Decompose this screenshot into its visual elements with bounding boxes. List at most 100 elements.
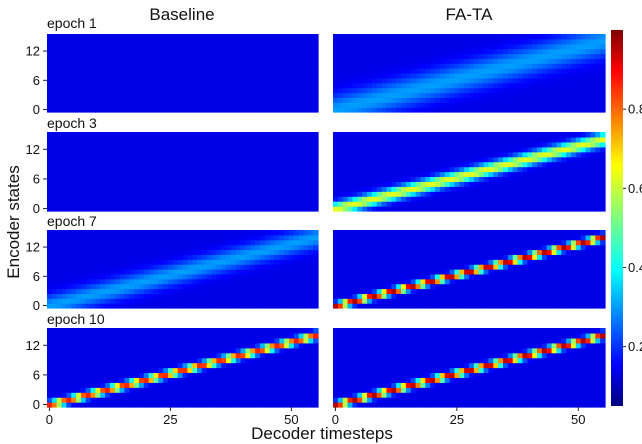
heatmap-cell — [313, 166, 319, 173]
heatmap-cell — [264, 92, 271, 98]
heatmap-cell — [269, 171, 276, 178]
heatmap-cell — [269, 239, 276, 246]
heatmap-cell — [371, 186, 378, 192]
heatmap-cell — [158, 201, 164, 207]
heatmap-cell — [469, 171, 475, 178]
heatmap-cell — [177, 82, 184, 89]
heatmap-cell — [230, 156, 237, 163]
heatmap-cell — [342, 68, 349, 74]
heatmap-cell — [182, 239, 188, 246]
heatmap-cell — [303, 196, 309, 202]
heatmap-cell — [71, 196, 77, 202]
heatmap-cell — [420, 176, 426, 182]
heatmap-cell — [488, 288, 494, 294]
heatmap-cell — [298, 77, 305, 84]
heatmap-cell — [551, 264, 558, 270]
heatmap-cell — [362, 166, 368, 173]
heatmap-cell — [420, 298, 426, 304]
heatmap-cell — [172, 269, 179, 275]
heatmap-cell — [235, 288, 242, 294]
heatmap-cell — [469, 156, 475, 163]
heatmap-cell — [255, 102, 261, 108]
heatmap-cell — [240, 234, 247, 241]
heatmap-cell — [561, 102, 567, 108]
heatmap-cell — [211, 102, 217, 108]
heatmap-cell — [342, 107, 349, 113]
heatmap-cell — [47, 273, 53, 280]
heatmap-cell — [100, 166, 106, 173]
heatmap-cell — [90, 102, 96, 108]
heatmap-cell — [396, 53, 402, 59]
heatmap-cell — [532, 73, 538, 79]
heatmap-cell — [512, 269, 519, 275]
heatmap-cell — [269, 102, 276, 108]
heatmap-cell — [298, 264, 305, 270]
heatmap-cell — [566, 151, 572, 158]
heatmap-cell — [415, 161, 422, 168]
heatmap-cell — [172, 68, 179, 74]
heatmap-cell — [240, 151, 247, 158]
heatmap-cell — [507, 206, 514, 212]
heatmap-cell — [124, 38, 130, 45]
heatmap-cell — [439, 196, 446, 202]
heatmap-cell — [556, 269, 562, 275]
heatmap-cell — [507, 161, 514, 168]
heatmap-cell — [66, 107, 72, 113]
heatmap-cell — [566, 141, 572, 148]
heatmap-cell — [105, 293, 111, 299]
heatmap-cell — [537, 156, 543, 163]
heatmap-cell — [100, 269, 106, 275]
heatmap-cell — [425, 161, 431, 168]
heatmap-cell — [235, 269, 242, 275]
heatmap-cell — [575, 87, 582, 94]
heatmap-cell — [333, 92, 339, 98]
heatmap-cell — [585, 63, 592, 69]
heatmap-cell — [371, 269, 378, 275]
heatmap-cell — [80, 191, 87, 197]
heatmap-cell — [134, 102, 140, 108]
heatmap-cell — [216, 171, 222, 178]
heatmap-cell — [163, 293, 169, 299]
heatmap-cell — [274, 171, 280, 178]
heatmap-cell — [512, 68, 519, 74]
heatmap-cell — [546, 181, 553, 187]
heatmap-cell — [541, 278, 548, 285]
heatmap-cell — [337, 136, 344, 143]
heatmap-cell — [148, 151, 155, 158]
heatmap-cell — [391, 288, 397, 294]
heatmap-cell — [148, 288, 155, 294]
heatmap-cell — [298, 230, 305, 236]
heatmap-cell — [449, 102, 456, 108]
heatmap-cell — [143, 201, 150, 207]
heatmap-cell — [415, 141, 422, 148]
heatmap-cell — [259, 92, 266, 98]
heatmap-cell — [580, 278, 587, 285]
heatmap-cell — [226, 206, 232, 212]
heatmap-cell — [512, 278, 519, 285]
heatmap-cell — [590, 68, 596, 74]
heatmap-cell — [498, 68, 504, 74]
heatmap-cell — [51, 196, 58, 202]
heatmap-cell — [61, 38, 67, 45]
heatmap-cell — [158, 73, 164, 79]
heatmap-cell — [464, 38, 470, 45]
heatmap-cell — [197, 283, 203, 290]
heatmap-cell — [595, 87, 601, 94]
heatmap-cell — [114, 38, 121, 45]
heatmap-cell — [158, 230, 164, 236]
heatmap-cell — [255, 43, 261, 50]
heatmap-cell — [371, 201, 378, 207]
heatmap-cell — [425, 38, 431, 45]
heatmap-cell — [498, 102, 504, 108]
heatmap-cell — [85, 38, 92, 45]
heatmap-cell — [425, 156, 431, 163]
heatmap-cell — [347, 298, 354, 304]
heatmap-cell — [556, 181, 562, 187]
heatmap-cell — [342, 38, 349, 45]
heatmap-cell — [259, 77, 266, 84]
heatmap-cell — [337, 273, 344, 280]
heatmap-cell — [148, 264, 155, 270]
heatmap-cell — [483, 283, 490, 290]
heatmap-cell — [109, 132, 116, 138]
heatmap-cell — [401, 82, 407, 89]
